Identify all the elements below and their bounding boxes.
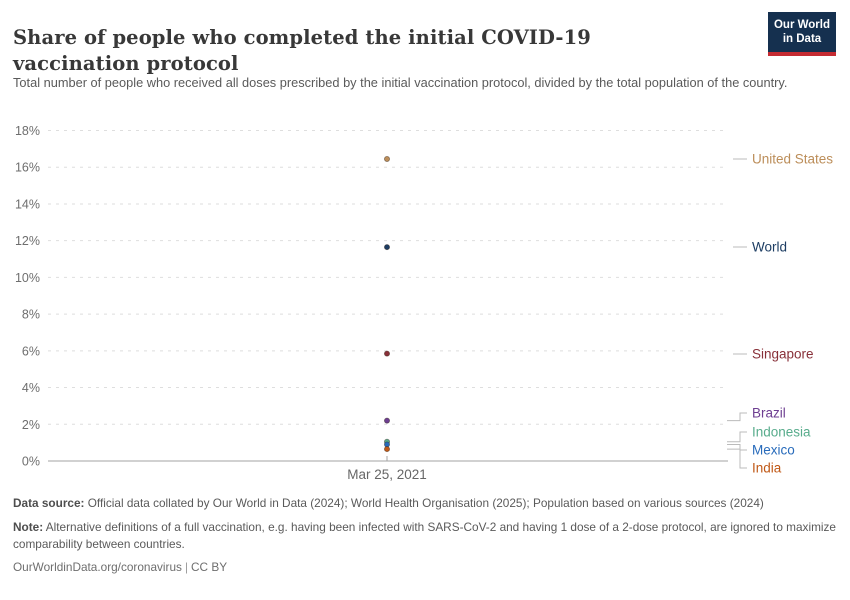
chart-title: Share of people who completed the initia… [13,26,591,75]
y-tick-label: 12% [15,234,40,248]
entity-label-india[interactable]: India [752,461,782,476]
label-connector-mexico [727,443,747,451]
chart-subtitle: Total number of people who received all … [13,75,788,90]
owid-logo-line1: Our World [773,19,830,31]
data-source-label: Data source: [13,496,85,510]
owid-link[interactable]: OurWorldinData.org/coronavirus [13,560,182,575]
label-connector-indonesia [727,431,747,443]
chart-footer: Data source: Official data collated by O… [13,495,837,583]
license-separator: | [184,560,189,575]
note-label: Note: [13,519,44,534]
x-tick-label: Mar 25, 2021 [347,467,427,482]
y-tick-label: 14% [15,197,40,211]
y-tick-label: 18% [15,124,40,138]
data-point-india[interactable] [383,446,390,453]
entity-label-brazil[interactable]: Brazil [752,406,786,421]
entity-label-united-states[interactable]: United States [752,152,833,167]
entity-label-mexico[interactable]: Mexico [752,443,795,458]
license-label: CC BY [191,560,228,575]
note-text: Alternative definitions of a full vaccin… [13,519,836,551]
y-tick-label: 16% [15,161,40,175]
entity-label-world[interactable]: World [752,240,787,255]
note-line: Note: Alternative definitions of a full … [13,519,837,553]
y-tick-label: 6% [22,344,40,358]
y-tick-label: 0% [22,455,40,469]
y-tick-label: 2% [22,418,40,432]
data-source-text: Official data collated by Our World in D… [84,496,764,510]
data-point-united-states[interactable] [383,155,390,162]
owid-logo[interactable]: Our World in Data [768,12,836,56]
scatter-chart: 0% 2% 4% 6% 8% 10% 12% 14% 16% 18% Mar 25, 2021 Uni… [15,124,833,482]
label-connector-india [727,448,747,469]
entity-label-indonesia[interactable]: Indonesia [752,425,811,440]
entity-label-singapore[interactable]: Singapore [752,347,814,362]
license-line: OurWorldinData.org/coronavirus | CC BY [13,559,837,576]
owid-logo-line2: in Data [782,33,822,46]
y-tick-label: 10% [15,271,40,285]
data-point-world[interactable] [383,244,390,251]
y-tick-label: 4% [22,381,40,395]
y-tick-label: 8% [22,308,40,322]
label-connector-brazil [727,412,747,422]
data-point-brazil[interactable] [383,417,390,424]
data-point-singapore[interactable] [383,350,390,357]
data-source-line: Data source: Official data collated by O… [13,495,837,512]
